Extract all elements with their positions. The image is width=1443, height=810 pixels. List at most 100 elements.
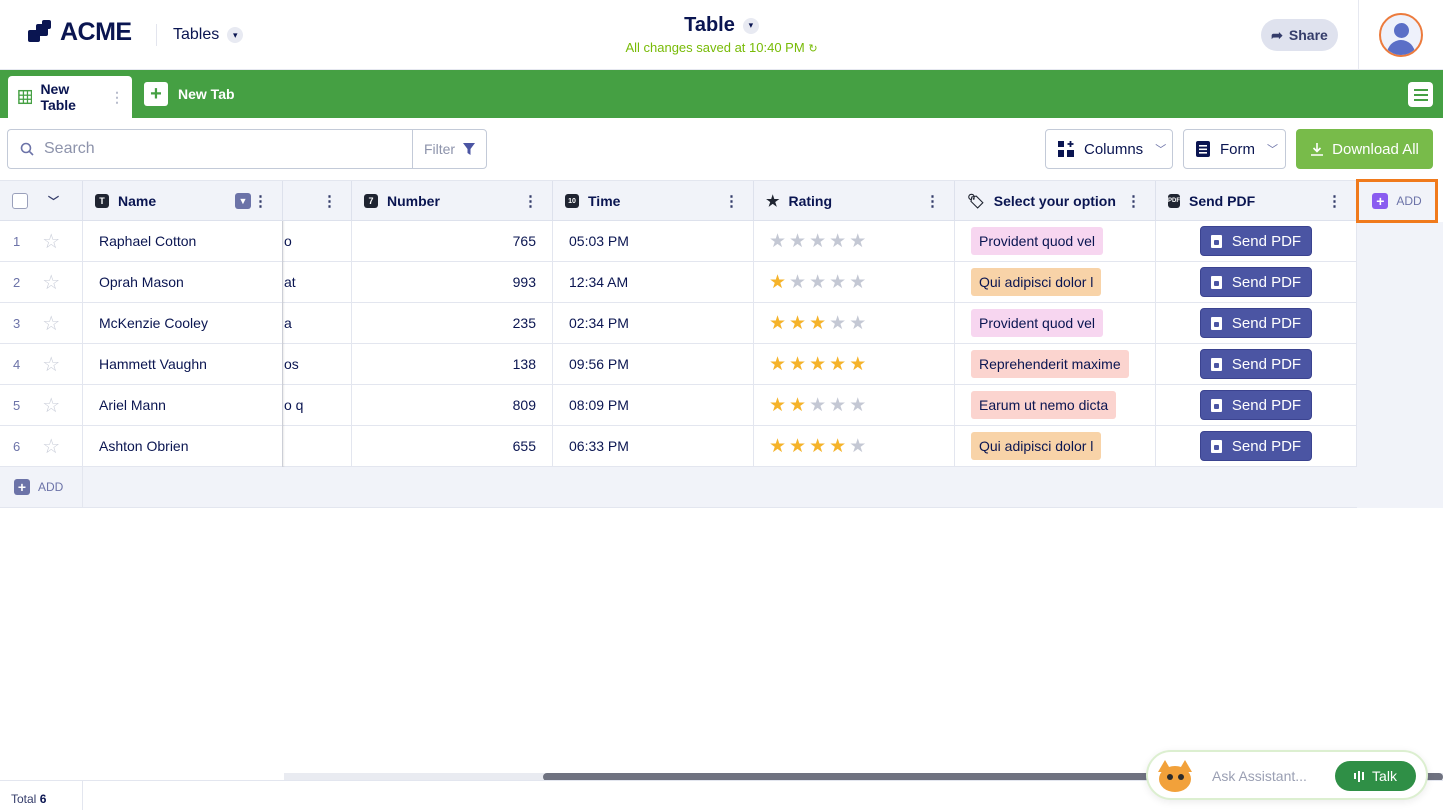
cell-rating[interactable]: ★ ★ ★ ★ ★	[754, 344, 955, 384]
cell-partial[interactable]: at	[284, 262, 352, 302]
table-row[interactable]: 2 ☆ Oprah Mason at 993 12:34 AM ★ ★ ★ ★ ★ Qu…	[0, 262, 1357, 303]
rating-star-icon[interactable]: ★	[849, 353, 867, 375]
rating-star-icon[interactable]: ★	[789, 353, 807, 375]
tables-dropdown[interactable]: Tables ▾	[173, 26, 244, 44]
rating-stars[interactable]: ★ ★ ★ ★ ★	[769, 437, 866, 456]
table-row[interactable]: 4 ☆ Hammett Vaughn os 138 09:56 PM ★ ★ ★ ★ ★…	[0, 344, 1357, 385]
rating-star-icon[interactable]: ★	[769, 353, 787, 375]
table-row[interactable]: 6 ☆ Ashton Obrien 655 06:33 PM ★ ★ ★ ★ ★ Qui…	[0, 426, 1357, 467]
rating-star-icon[interactable]: ★	[789, 394, 807, 416]
send-pdf-button[interactable]: Send PDF	[1200, 267, 1312, 297]
rating-star-icon[interactable]: ★	[809, 353, 827, 375]
cell-name[interactable]: Raphael Cotton	[83, 221, 283, 261]
rating-star-icon[interactable]: ★	[789, 312, 807, 334]
new-tab-button[interactable]: + New Tab	[144, 82, 235, 106]
cell-number[interactable]: 655	[352, 426, 553, 466]
rating-star-icon[interactable]: ★	[829, 271, 847, 293]
rating-star-icon[interactable]: ★	[829, 312, 847, 334]
acme-logo[interactable]: ACME	[28, 18, 132, 47]
cell-option[interactable]: Qui adipisci dolor l	[955, 262, 1156, 302]
table-row[interactable]: 5 ☆ Ariel Mann o q 809 08:09 PM ★ ★ ★ ★ ★ Ea…	[0, 385, 1357, 426]
rating-star-icon[interactable]: ★	[849, 435, 867, 457]
cell-rating[interactable]: ★ ★ ★ ★ ★	[754, 385, 955, 425]
rating-stars[interactable]: ★ ★ ★ ★ ★	[769, 273, 866, 292]
add-row-button[interactable]: + ADD	[0, 467, 83, 507]
rating-star-icon[interactable]: ★	[809, 230, 827, 252]
cell-rating[interactable]: ★ ★ ★ ★ ★	[754, 303, 955, 343]
cell-name[interactable]: Hammett Vaughn	[83, 344, 283, 384]
form-button[interactable]: Form ﹀	[1183, 129, 1286, 169]
cell-time[interactable]: 06:33 PM	[553, 426, 754, 466]
rating-star-icon[interactable]: ★	[849, 271, 867, 293]
column-options-icon[interactable]: ⋮	[523, 192, 538, 210]
send-pdf-button[interactable]: Send PDF	[1200, 308, 1312, 338]
cell-option[interactable]: Earum ut nemo dicta	[955, 385, 1156, 425]
cell-rating[interactable]: ★ ★ ★ ★ ★	[754, 262, 955, 302]
cell-name[interactable]: McKenzie Cooley	[83, 303, 283, 343]
column-header-select[interactable]: 🏷 Select your option ⋮	[955, 181, 1156, 221]
avatar[interactable]	[1379, 13, 1423, 57]
favorite-star-icon[interactable]: ☆	[42, 230, 61, 253]
favorite-star-icon[interactable]: ☆	[42, 435, 61, 458]
cell-number[interactable]: 993	[352, 262, 553, 302]
column-options-icon[interactable]: ⋮	[253, 192, 268, 210]
column-header-rating[interactable]: ★ Rating ⋮	[754, 181, 955, 221]
chevron-down-icon[interactable]: ﹀	[48, 196, 59, 208]
rating-star-icon[interactable]: ★	[849, 394, 867, 416]
cell-number[interactable]: 138	[352, 344, 553, 384]
rating-star-icon[interactable]: ★	[769, 230, 787, 252]
rating-star-icon[interactable]: ★	[829, 353, 847, 375]
rating-stars[interactable]: ★ ★ ★ ★ ★	[769, 232, 866, 251]
cell-partial[interactable]: o	[284, 221, 352, 261]
table-row[interactable]: 1 ☆ Raphael Cotton o 765 05:03 PM ★ ★ ★ ★ ★ …	[0, 221, 1357, 262]
cell-rating[interactable]: ★ ★ ★ ★ ★	[754, 426, 955, 466]
cell-option[interactable]: Provident quod vel	[955, 303, 1156, 343]
column-header-partial[interactable]: ⋮	[284, 181, 352, 221]
download-all-button[interactable]: Download All	[1296, 129, 1433, 169]
cell-time[interactable]: 12:34 AM	[553, 262, 754, 302]
pin-icon[interactable]: ▼	[235, 193, 251, 209]
tab-options-icon[interactable]: ⋮	[110, 89, 124, 105]
cell-time[interactable]: 02:34 PM	[553, 303, 754, 343]
rating-star-icon[interactable]: ★	[829, 435, 847, 457]
talk-button[interactable]: Talk	[1335, 761, 1416, 791]
rating-star-icon[interactable]: ★	[829, 394, 847, 416]
column-header-name[interactable]: T Name ▼ ⋮	[83, 181, 283, 221]
cell-time[interactable]: 09:56 PM	[553, 344, 754, 384]
share-button[interactable]: ➦ Share	[1261, 19, 1338, 51]
favorite-star-icon[interactable]: ☆	[42, 394, 61, 417]
horizontal-scrollbar[interactable]	[284, 773, 1443, 781]
rating-stars[interactable]: ★ ★ ★ ★ ★	[769, 355, 866, 374]
columns-button[interactable]: Columns ﹀	[1045, 129, 1173, 169]
cell-option[interactable]: Reprehenderit maxime	[955, 344, 1156, 384]
cell-name[interactable]: Ashton Obrien	[83, 426, 283, 466]
rating-star-icon[interactable]: ★	[829, 230, 847, 252]
table-row[interactable]: 3 ☆ McKenzie Cooley a 235 02:34 PM ★ ★ ★ ★ ★…	[0, 303, 1357, 344]
cell-number[interactable]: 235	[352, 303, 553, 343]
rating-stars[interactable]: ★ ★ ★ ★ ★	[769, 396, 866, 415]
rating-star-icon[interactable]: ★	[789, 271, 807, 293]
column-options-icon[interactable]: ⋮	[925, 192, 940, 210]
favorite-star-icon[interactable]: ☆	[42, 312, 61, 335]
cell-partial[interactable]: a	[284, 303, 352, 343]
send-pdf-button[interactable]: Send PDF	[1200, 431, 1312, 461]
rating-star-icon[interactable]: ★	[809, 394, 827, 416]
column-header-number[interactable]: 7 Number ⋮	[352, 181, 553, 221]
rating-star-icon[interactable]: ★	[809, 271, 827, 293]
scrollbar-thumb[interactable]	[543, 773, 1443, 781]
column-header-send-pdf[interactable]: PDF Send PDF ⋮	[1156, 181, 1357, 221]
cell-time[interactable]: 08:09 PM	[553, 385, 754, 425]
assistant-widget[interactable]: Ask Assistant... Talk	[1146, 750, 1428, 800]
cell-option[interactable]: Qui adipisci dolor l	[955, 426, 1156, 466]
send-pdf-button[interactable]: Send PDF	[1200, 226, 1312, 256]
cell-option[interactable]: Provident quod vel	[955, 221, 1156, 261]
rating-star-icon[interactable]: ★	[809, 312, 827, 334]
column-options-icon[interactable]: ⋮	[1126, 192, 1141, 210]
title-dropdown[interactable]: Table ▾	[684, 14, 759, 37]
cell-number[interactable]: 809	[352, 385, 553, 425]
cell-partial[interactable]: o q	[284, 385, 352, 425]
cell-name[interactable]: Ariel Mann	[83, 385, 283, 425]
filter-button[interactable]: Filter	[412, 129, 487, 169]
cell-number[interactable]: 765	[352, 221, 553, 261]
rating-stars[interactable]: ★ ★ ★ ★ ★	[769, 314, 866, 333]
